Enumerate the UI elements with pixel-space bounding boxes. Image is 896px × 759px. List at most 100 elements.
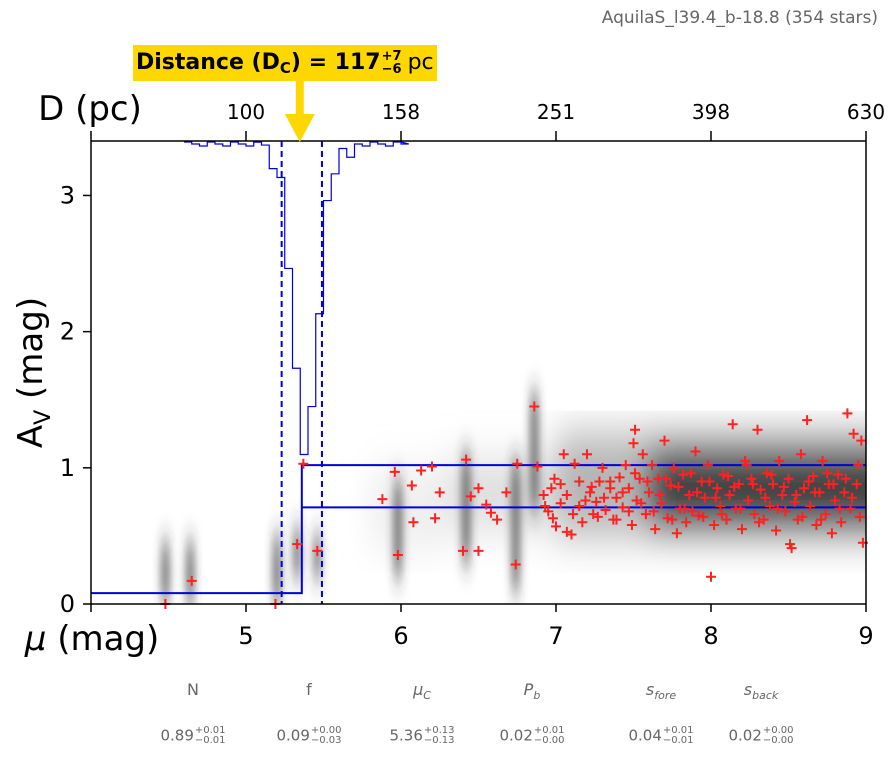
star-point: [636, 498, 647, 509]
param-name: sfore: [645, 680, 677, 703]
star-point: [684, 490, 695, 501]
star-point: [628, 438, 639, 449]
y-tick-label: 3: [60, 181, 75, 209]
distance-error-plus: +7: [381, 49, 402, 64]
star-point: [659, 435, 670, 446]
star-point: [699, 492, 710, 503]
star-point: [704, 476, 715, 487]
star-point: [785, 539, 796, 550]
star-point: [298, 458, 309, 469]
star-point: [377, 494, 388, 505]
star-point: [591, 496, 602, 507]
star-point: [605, 476, 616, 487]
star-point: [501, 487, 512, 498]
param-name: Pb: [523, 680, 541, 703]
star-point: [712, 483, 723, 494]
star-point: [547, 513, 558, 524]
star-point: [817, 456, 828, 467]
star-point: [809, 487, 820, 498]
star-point: [805, 500, 816, 511]
star-point: [755, 484, 766, 495]
star-point: [430, 513, 441, 524]
star-point: [540, 500, 551, 511]
star-point: [634, 473, 645, 484]
star-point: [681, 517, 692, 528]
star-point: [847, 492, 858, 503]
star-point: [623, 506, 634, 517]
star-point: [465, 491, 476, 502]
star-point: [816, 514, 827, 525]
star-point: [741, 460, 752, 471]
star-point: [698, 511, 709, 522]
star-point: [811, 520, 822, 531]
density-streaks: [160, 392, 540, 604]
distance-unit: pc: [407, 50, 434, 75]
star-point: [768, 479, 778, 490]
density-streak: [461, 454, 472, 564]
star-point: [408, 517, 419, 528]
star-point: [848, 428, 859, 439]
star-point: [473, 483, 484, 494]
star-point: [561, 490, 572, 501]
star-point: [799, 483, 809, 494]
star-point: [458, 545, 468, 556]
density-streak: [392, 481, 403, 577]
density-streak: [272, 535, 282, 604]
star-markers: [160, 401, 868, 609]
param-value: 0.04 +0.01 −0.01: [628, 725, 694, 746]
star-point: [611, 514, 622, 525]
star-point: [854, 511, 865, 522]
star-point: [473, 545, 484, 556]
star-point: [665, 480, 676, 491]
star-point: [743, 495, 754, 506]
star-point: [667, 514, 678, 525]
star-point: [566, 529, 577, 540]
star-point: [626, 520, 637, 531]
star-point: [752, 424, 763, 435]
star-point: [647, 460, 658, 471]
posterior-histogram: [184, 141, 409, 456]
star-point: [795, 449, 806, 460]
star-point: [822, 468, 833, 479]
star-point: [777, 490, 788, 501]
star-point: [485, 507, 496, 518]
star-point: [416, 465, 427, 476]
star-point: [617, 487, 628, 498]
star-point: [715, 500, 726, 511]
distance-error-minus: −6: [381, 62, 402, 77]
density-streak: [292, 529, 303, 577]
star-point: [648, 506, 659, 517]
star-point: [716, 509, 727, 520]
density-streak: [312, 535, 323, 577]
star-point: [574, 500, 585, 511]
star-point: [693, 510, 704, 521]
star-point: [654, 490, 665, 501]
distance-value: ) = 117: [290, 50, 381, 75]
param-name: N: [187, 680, 199, 699]
y-axis-label: AV (mag): [11, 297, 56, 448]
star-point: [830, 495, 840, 506]
x-axis-label-symbol: μ: [24, 619, 57, 659]
star-point: [747, 479, 758, 490]
star-point: [555, 498, 566, 509]
star-point: [833, 469, 844, 480]
density-near: [370, 467, 448, 550]
star-point: [789, 496, 800, 507]
star-point: [292, 539, 303, 550]
star-point: [620, 460, 631, 471]
star-point: [642, 476, 653, 487]
star-point: [600, 505, 611, 516]
star-point: [678, 469, 689, 480]
x-tick-label: 8: [703, 622, 718, 650]
star-point: [543, 506, 554, 517]
top-axis-label: D (pc): [38, 89, 142, 129]
star-point: [186, 575, 197, 586]
star-point: [569, 458, 580, 469]
star-point: [650, 524, 661, 535]
extinction-distance-chart: 5 6 7 8 9 0 1 2 3 100 158 251 398 630 μ (mag) D (pc) AV …: [11, 80, 885, 659]
param-name: f: [306, 680, 312, 699]
star-point: [845, 503, 856, 514]
star-point: [766, 469, 777, 480]
star-point: [630, 424, 641, 435]
star-point: [690, 446, 701, 457]
